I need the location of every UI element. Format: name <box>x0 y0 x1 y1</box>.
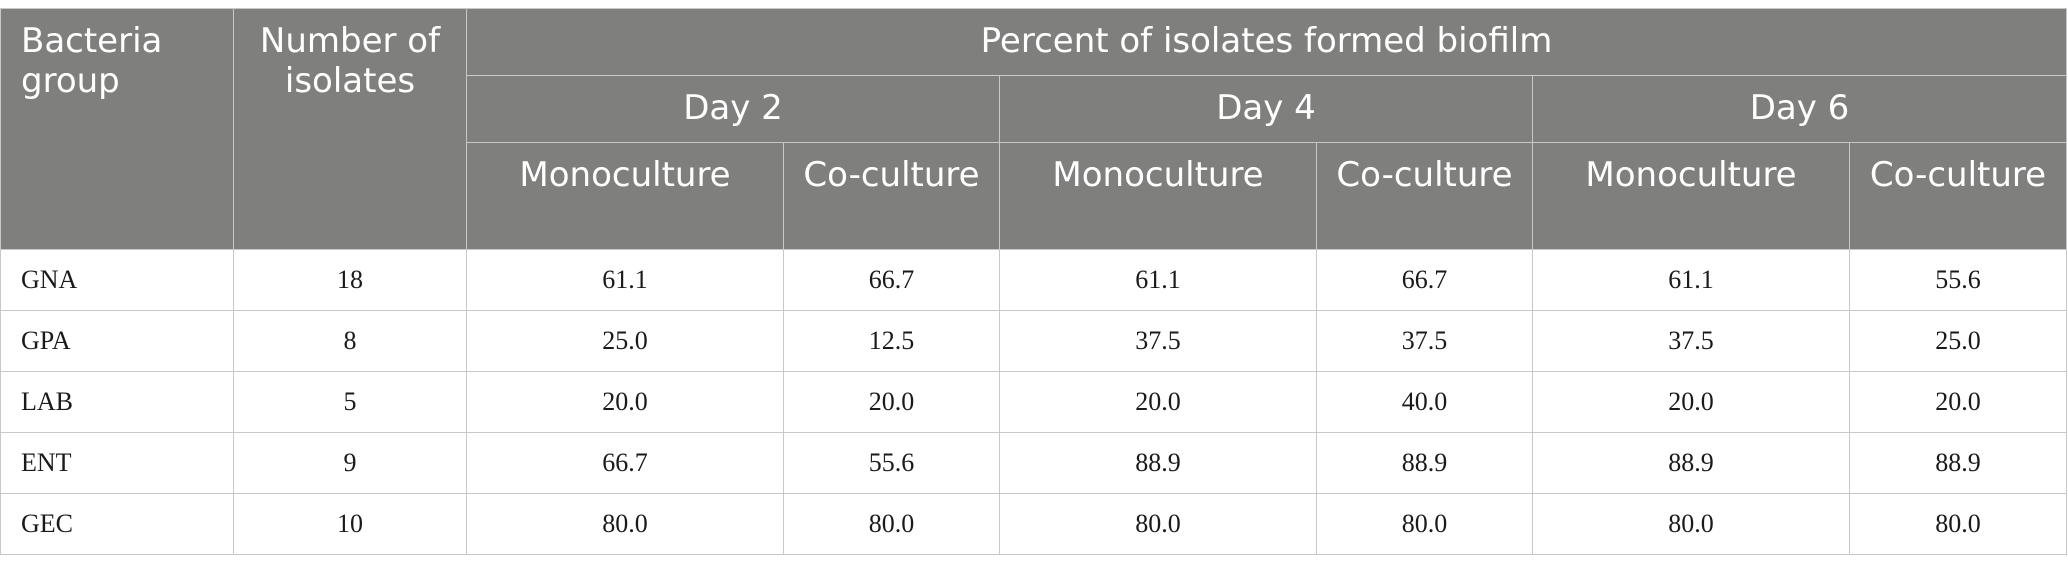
header-coculture-day6: Co-culture <box>1848 142 2068 250</box>
header-monoculture-day2: Monoculture <box>466 142 784 250</box>
table-row: LAB 5 20.0 20.0 20.0 40.0 20.0 20.0 <box>0 371 2068 433</box>
cell-value: 55.6 <box>783 432 1000 494</box>
header-percent-biofilm: Percent of isolates formed biofilm <box>465 8 2068 76</box>
cell-value: 20.0 <box>466 371 784 433</box>
cell-value: 80.0 <box>466 493 784 555</box>
cell-value: 80.0 <box>999 493 1317 555</box>
cell-value: 37.5 <box>1316 310 1533 372</box>
table-row: GNA 18 61.1 66.7 61.1 66.7 61.1 55.6 <box>0 249 2068 311</box>
cell-value: 37.5 <box>999 310 1317 372</box>
table-row: ENT 9 66.7 55.6 88.9 88.9 88.9 88.9 <box>0 432 2068 494</box>
cell-value: 80.0 <box>1316 493 1533 555</box>
cell-value: 61.1 <box>1532 249 1850 311</box>
cell-isolates: 10 <box>233 493 467 555</box>
cell-isolates: 8 <box>233 310 467 372</box>
cell-value: 12.5 <box>783 310 1000 372</box>
header-row-2: Day 2 Day 4 Day 6 <box>1 75 2068 143</box>
cell-value: 25.0 <box>466 310 784 372</box>
cell-value: 80.0 <box>783 493 1000 555</box>
header-monoculture-day6: Monoculture <box>1532 142 1850 250</box>
cell-value: 61.1 <box>999 249 1317 311</box>
cell-isolates: 5 <box>233 371 467 433</box>
header-coculture-day4: Co-culture <box>1316 142 1533 250</box>
cell-value: 37.5 <box>1532 310 1850 372</box>
table-body: GNA 18 61.1 66.7 61.1 66.7 61.1 55.6 GPA… <box>0 249 2068 555</box>
cell-isolates: 9 <box>233 432 467 494</box>
cell-value: 88.9 <box>1848 432 2068 494</box>
cell-value: 88.9 <box>1532 432 1850 494</box>
cell-value: 88.9 <box>999 432 1317 494</box>
table-row: GPA 8 25.0 12.5 37.5 37.5 37.5 25.0 <box>0 310 2068 372</box>
biofilm-table: Bacteria group Number of isolates Percen… <box>0 8 2068 555</box>
header-row-1: Bacteria group Number of isolates Percen… <box>0 8 2068 250</box>
cell-value: 80.0 <box>1848 493 2068 555</box>
cell-value: 40.0 <box>1316 371 1533 433</box>
cell-group: GPA <box>0 310 234 372</box>
cell-group: LAB <box>0 371 234 433</box>
cell-value: 20.0 <box>999 371 1317 433</box>
cell-value: 88.9 <box>1316 432 1533 494</box>
cell-value: 55.6 <box>1848 249 2068 311</box>
header-day-2: Day 2 <box>466 75 1000 143</box>
cell-value: 66.7 <box>783 249 1000 311</box>
cell-value: 20.0 <box>783 371 1000 433</box>
cell-value: 25.0 <box>1848 310 2068 372</box>
header-row-3: Monoculture Co-culture Monoculture Co-cu… <box>1 142 2068 250</box>
header-day-6: Day 6 <box>1531 75 2068 143</box>
cell-value: 61.1 <box>466 249 784 311</box>
cell-value: 66.7 <box>466 432 784 494</box>
cell-group: GEC <box>0 493 234 555</box>
cell-group: GNA <box>0 249 234 311</box>
cell-group: ENT <box>0 432 234 494</box>
table-header: Bacteria group Number of isolates Percen… <box>0 8 2068 250</box>
table-row: GEC 10 80.0 80.0 80.0 80.0 80.0 80.0 <box>0 493 2068 555</box>
header-number-of-isolates: Number of isolates <box>233 8 467 250</box>
cell-value: 20.0 <box>1848 371 2068 433</box>
cell-value: 80.0 <box>1532 493 1850 555</box>
cell-value: 66.7 <box>1316 249 1533 311</box>
cell-isolates: 18 <box>233 249 467 311</box>
header-day-4: Day 4 <box>999 75 1533 143</box>
header-monoculture-day4: Monoculture <box>999 142 1317 250</box>
header-coculture-day2: Co-culture <box>783 142 1000 250</box>
cell-value: 20.0 <box>1532 371 1850 433</box>
header-bacteria-group: Bacteria group <box>0 8 234 250</box>
